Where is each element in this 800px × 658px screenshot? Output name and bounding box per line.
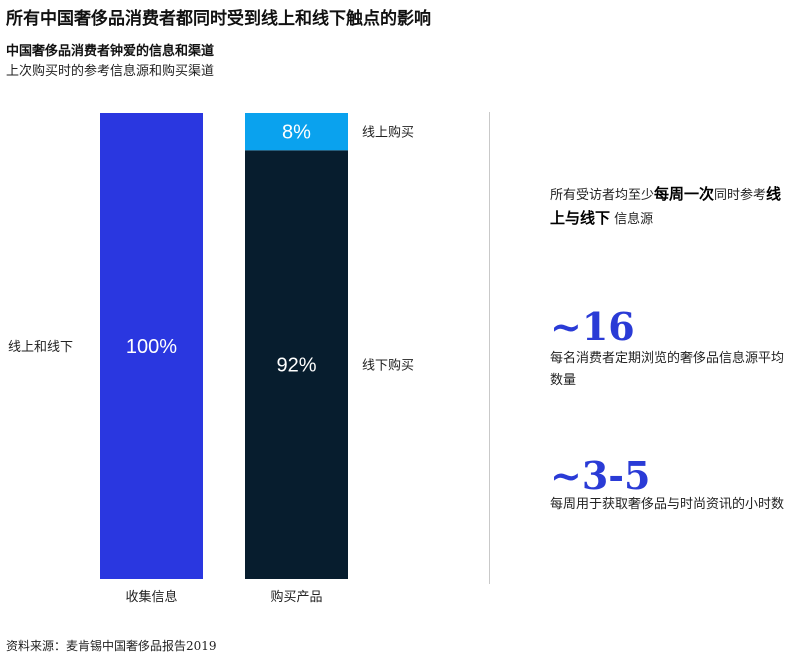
callout-text: 所有受访者均至少: [550, 188, 655, 203]
series-label: 线上和线下: [8, 340, 73, 355]
chart-subtitle: 上次购买时的参考信息源和购买渠道: [6, 64, 215, 79]
stat-sources-description: 每名消费者定期浏览的奢侈品信息源平均数量: [550, 351, 785, 388]
series-label: 线下购买: [362, 358, 414, 374]
callout-weekly-sources: 所有受访者均至少每周一次同时参考线上与线下 信息源: [550, 183, 790, 231]
series-label: 线上购买: [362, 125, 414, 141]
category-label: 购买产品: [270, 589, 322, 605]
callout-text: 同时参考: [714, 188, 767, 203]
stat-sources-value: ~16: [550, 304, 635, 349]
divider-line: [489, 112, 490, 584]
data-label: 8%: [282, 122, 311, 144]
callout-text: 信息源: [614, 212, 654, 227]
bar-segment: [100, 113, 203, 579]
category-label: 收集信息: [125, 589, 177, 605]
data-label: 92%: [276, 355, 316, 377]
stat-hours-description: 每周用于获取奢侈品与时尚资讯的小时数: [550, 497, 785, 512]
chart-title: 中国奢侈品消费者钟爱的信息和渠道: [6, 44, 215, 59]
bar-segment: [245, 150, 348, 579]
callout-emphasis: 线上与线下: [550, 185, 782, 227]
page-title: 所有中国奢侈品消费者都同时受到线上和线下触点的影响: [6, 9, 431, 29]
source-note: 资料来源：麦肯锡中国奢侈品报告2019: [6, 639, 217, 653]
callout-emphasis: 每周一次: [654, 185, 715, 203]
stat-hours-value: ~3-5: [550, 453, 651, 498]
bar-segment: [245, 113, 348, 151]
data-label: 100%: [126, 336, 177, 358]
